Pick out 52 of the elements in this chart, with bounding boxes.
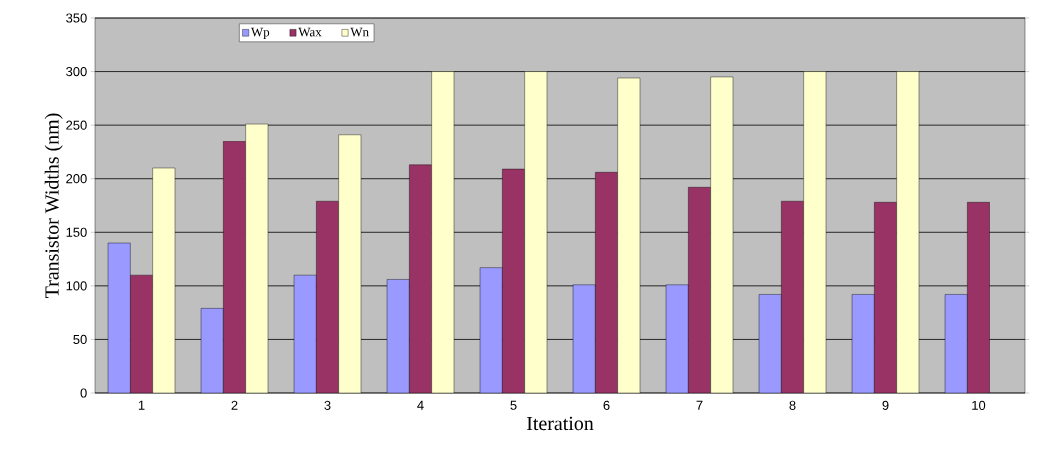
bar bbox=[967, 202, 990, 393]
bar bbox=[524, 71, 547, 393]
y-tick-label: 200 bbox=[66, 174, 87, 184]
bar bbox=[781, 201, 804, 393]
bar bbox=[387, 279, 410, 393]
y-tick-label: 100 bbox=[66, 281, 87, 291]
bar bbox=[245, 124, 268, 393]
x-tick-label: 9 bbox=[882, 400, 889, 410]
bar bbox=[431, 71, 454, 393]
y-tick-label: 350 bbox=[66, 13, 87, 23]
y-tick-label: 50 bbox=[73, 334, 87, 345]
x-tick-label: 5 bbox=[510, 400, 517, 410]
x-tick-label: 4 bbox=[417, 400, 424, 410]
x-tick-label: 10 bbox=[972, 400, 986, 410]
bar bbox=[944, 294, 968, 393]
bar bbox=[201, 308, 224, 393]
x-tick-label: 2 bbox=[231, 400, 238, 410]
bar bbox=[316, 201, 339, 393]
bar bbox=[223, 141, 246, 393]
bar bbox=[502, 169, 525, 393]
bar bbox=[573, 284, 596, 393]
bar bbox=[130, 275, 153, 393]
legend-label: Wax bbox=[298, 27, 322, 37]
y-tick-label: 0 bbox=[80, 388, 87, 398]
bar bbox=[294, 275, 317, 393]
bar bbox=[409, 164, 432, 393]
bar bbox=[338, 134, 361, 393]
bar bbox=[108, 243, 131, 393]
bar bbox=[852, 294, 875, 393]
bar bbox=[617, 78, 640, 393]
legend-label: Wp bbox=[250, 27, 270, 40]
y-axis-title: Transistor Widths (nm) bbox=[44, 113, 63, 298]
bar bbox=[759, 294, 782, 393]
x-tick-label: 1 bbox=[138, 400, 145, 410]
x-axis-title: Iteration bbox=[526, 416, 594, 431]
bar bbox=[152, 168, 175, 393]
bar bbox=[666, 284, 689, 393]
x-tick-label: 6 bbox=[603, 400, 610, 410]
y-tick-label: 250 bbox=[66, 120, 87, 130]
y-tick-label: 150 bbox=[66, 227, 87, 237]
x-tick-label: 8 bbox=[789, 400, 796, 410]
y-tick-label: 300 bbox=[66, 66, 87, 77]
x-tick-label: 3 bbox=[324, 400, 331, 410]
bar bbox=[874, 202, 897, 393]
bar bbox=[595, 172, 618, 393]
bar bbox=[480, 267, 503, 393]
legend-label: Wn bbox=[350, 27, 369, 37]
bar bbox=[896, 71, 920, 393]
bar bbox=[710, 76, 733, 393]
bar bbox=[803, 71, 826, 393]
x-tick-label: 7 bbox=[696, 400, 703, 410]
bar bbox=[688, 187, 711, 393]
